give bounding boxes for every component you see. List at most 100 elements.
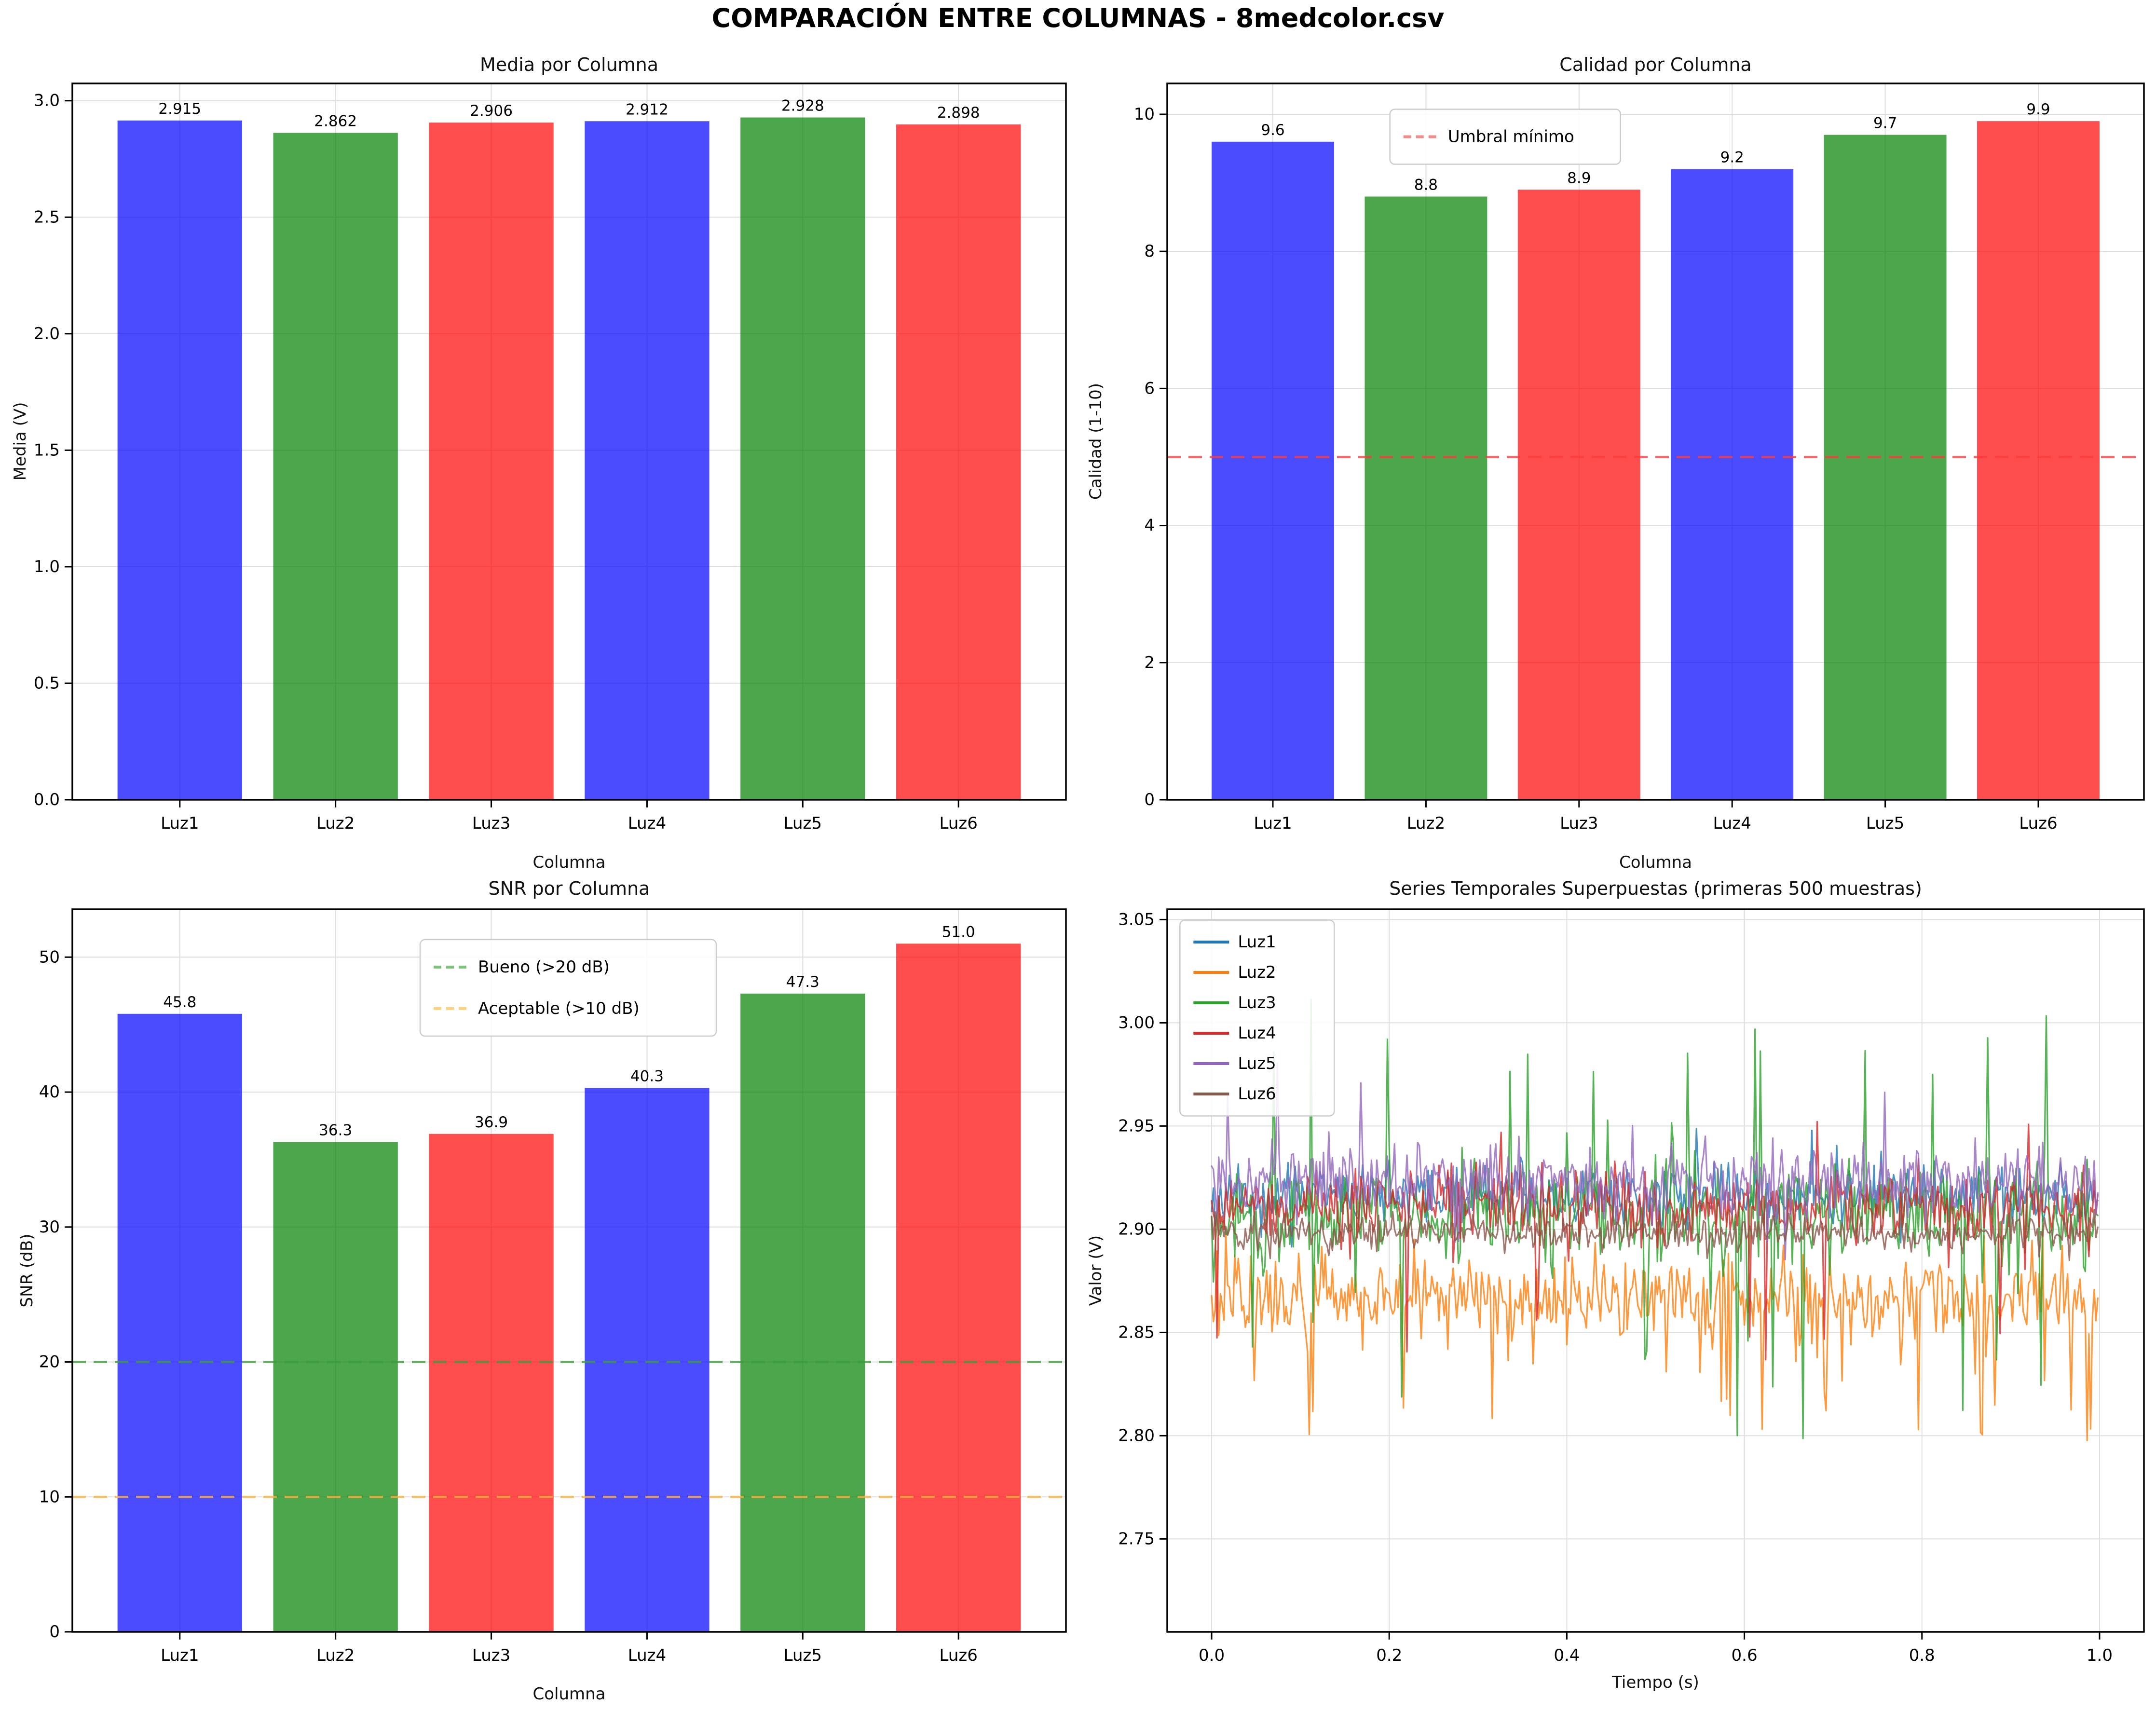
bar-value-label: 9.6 [1261, 122, 1284, 139]
legend-label-Umbral mínimo: Umbral mínimo [1448, 127, 1574, 146]
figure-title: COMPARACIÓN ENTRE COLUMNAS - 8medcolor.c… [711, 3, 1445, 33]
bar-value-label: 8.9 [1567, 169, 1591, 187]
legend-label-Luz3: Luz3 [1238, 993, 1276, 1012]
bar-value-label: 40.3 [630, 1068, 664, 1085]
bar-Luz2 [273, 1142, 398, 1632]
bar-value-label: 2.928 [781, 97, 824, 115]
bar-Luz1 [117, 120, 242, 800]
bar-Luz2 [273, 133, 398, 800]
bar-Luz2 [1365, 196, 1487, 800]
y-tick-label: 0 [1144, 790, 1155, 809]
bar-Luz6 [896, 943, 1021, 1632]
x-tick-label: Luz1 [161, 814, 199, 833]
bar-value-label: 9.7 [1873, 115, 1897, 132]
y-tick-label: 2.85 [1118, 1323, 1155, 1342]
bar-Luz4 [585, 121, 710, 800]
x-tick-label: 0.2 [1376, 1646, 1402, 1665]
bar-value-label: 9.9 [2026, 101, 2050, 118]
y-tick-label: 2.95 [1118, 1116, 1155, 1135]
ylabel-calidad: Calidad (1-10) [1086, 383, 1105, 500]
series-line-Luz3 [1211, 998, 2099, 1439]
bar-Luz5 [740, 993, 865, 1632]
y-tick-label: 0.5 [34, 673, 60, 693]
y-tick-label: 3.00 [1118, 1013, 1155, 1032]
y-tick-label: 2.80 [1118, 1426, 1155, 1445]
y-tick-label: 1.5 [34, 440, 60, 460]
y-tick-label: 4 [1144, 516, 1155, 535]
xlabel-series: Tiempo (s) [1612, 1673, 1699, 1692]
y-tick-label: 6 [1144, 379, 1155, 398]
ylabel-media: Media (V) [11, 402, 30, 481]
xlabel-calidad: Columna [1619, 853, 1692, 872]
bar-Luz5 [1824, 135, 1947, 800]
ylabel-snr: SNR (dB) [17, 1233, 37, 1308]
bar-Luz6 [1977, 121, 2100, 800]
y-tick-label: 2 [1144, 653, 1155, 672]
legend-box [1389, 109, 1621, 165]
x-tick-label: 0.6 [1732, 1646, 1758, 1665]
legend-label-Luz6: Luz6 [1238, 1084, 1276, 1104]
chart-title-calidad: Calidad por Columna [1559, 54, 1752, 75]
bar-value-label: 2.862 [314, 112, 357, 130]
bar-Luz5 [740, 117, 865, 800]
series-line-Luz4 [1211, 1121, 2099, 1361]
y-tick-label: 10 [1134, 105, 1155, 124]
legend-label-Luz2: Luz2 [1238, 963, 1276, 982]
x-tick-label: 1.0 [2087, 1646, 2113, 1665]
x-tick-label: Luz2 [1407, 814, 1445, 833]
series-line-Luz5 [1211, 1062, 2099, 1260]
bar-value-label: 8.8 [1414, 176, 1438, 193]
x-tick-label: Luz4 [1713, 814, 1751, 833]
x-tick-label: Luz6 [2019, 814, 2057, 833]
bar-value-label: 45.8 [163, 994, 196, 1011]
bar-value-label: 2.915 [158, 100, 201, 118]
x-tick-label: 0.8 [1909, 1646, 1935, 1665]
y-tick-label: 10 [39, 1487, 60, 1506]
bar-value-label: 9.2 [1720, 149, 1744, 166]
y-tick-label: 3.05 [1118, 910, 1155, 929]
bar-value-label: 2.906 [470, 102, 513, 120]
y-tick-label: 20 [39, 1353, 60, 1372]
bar-value-label: 2.898 [937, 104, 980, 122]
axes-spines [1166, 82, 2145, 801]
bar-value-label: 36.9 [475, 1114, 508, 1131]
x-tick-label: Luz5 [784, 814, 822, 833]
legend-label-Luz4: Luz4 [1238, 1024, 1276, 1043]
bar-value-label: 51.0 [942, 923, 975, 941]
chart-title-snr: SNR por Columna [488, 878, 650, 899]
y-tick-label: 3.0 [34, 91, 60, 110]
x-tick-label: 0.4 [1554, 1646, 1580, 1665]
x-tick-label: Luz1 [1254, 814, 1292, 833]
bar-Luz1 [117, 1013, 242, 1632]
y-tick-label: 2.75 [1118, 1529, 1155, 1548]
x-tick-label: Luz6 [940, 814, 978, 833]
x-tick-label: Luz2 [316, 1646, 355, 1665]
x-tick-label: Luz3 [1560, 814, 1598, 833]
x-tick-label: Luz6 [940, 1646, 978, 1665]
ylabel-series: Valor (V) [1086, 1235, 1105, 1306]
bar-value-label: 36.3 [319, 1122, 352, 1139]
xlabel-media: Columna [532, 853, 606, 872]
bar-Luz3 [429, 123, 554, 800]
y-tick-label: 1.0 [34, 557, 60, 576]
y-tick-label: 2.5 [34, 207, 60, 227]
y-tick-label: 40 [39, 1082, 60, 1102]
y-tick-label: 2.90 [1118, 1219, 1155, 1239]
bar-Luz3 [1517, 190, 1640, 800]
bar-Luz4 [1671, 169, 1794, 800]
axes-spines [71, 82, 1067, 801]
y-tick-label: 30 [39, 1217, 60, 1237]
series-line-Luz6 [1211, 1207, 2099, 1261]
x-tick-label: 0.0 [1199, 1646, 1225, 1665]
legend-label-Bueno (>20 dB): Bueno (>20 dB) [478, 957, 610, 977]
y-tick-label: 0.0 [34, 790, 60, 809]
axes-spines [1166, 908, 2145, 1633]
x-tick-label: Luz4 [628, 1646, 666, 1665]
chart-title-media: Media por Columna [479, 54, 659, 75]
legend-label-Luz5: Luz5 [1238, 1054, 1276, 1073]
bar-value-label: 2.912 [626, 101, 669, 118]
x-tick-label: Luz3 [472, 1646, 510, 1665]
y-tick-label: 50 [39, 947, 60, 967]
bar-Luz1 [1212, 141, 1334, 800]
bar-Luz6 [896, 124, 1021, 800]
